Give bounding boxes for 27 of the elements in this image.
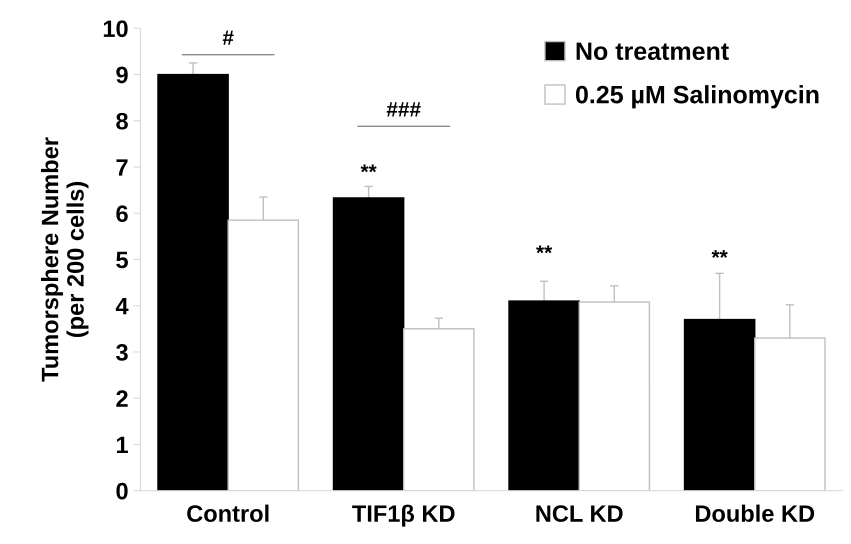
annotation: ** xyxy=(360,164,377,172)
y-tick-label: 2 xyxy=(116,390,128,407)
y-tick-label: 3 xyxy=(116,344,128,361)
y-tick-label: 7 xyxy=(116,159,128,176)
bar xyxy=(508,300,580,491)
annotation: ** xyxy=(536,245,552,254)
bar xyxy=(332,197,404,491)
y-axis-title: Tumorsphere Number (per 200 cells) xyxy=(41,137,88,382)
y-tick-label: 6 xyxy=(116,205,128,222)
y-tick-label: 4 xyxy=(116,298,128,314)
bar xyxy=(684,318,756,491)
legend-label: No treatment xyxy=(576,42,729,60)
annotation: ** xyxy=(712,250,728,258)
x-tick-label: Control xyxy=(187,504,268,522)
y-tick-label: 9 xyxy=(116,66,128,84)
y-tick-label: 8 xyxy=(116,112,128,130)
y-tick-label: 5 xyxy=(116,252,128,268)
annotation: ### xyxy=(386,102,421,116)
x-tick-label: TIF1β KD xyxy=(352,504,455,527)
legend-label: 0.25 µM Salinomycin xyxy=(576,85,818,108)
x-tick-label: Double KD xyxy=(696,504,814,522)
y-tick-label: 10 xyxy=(104,20,128,38)
bar xyxy=(157,74,229,491)
annotation: # xyxy=(222,30,234,45)
x-tick-label: NCL KD xyxy=(536,505,623,522)
y-tick-label: 0 xyxy=(116,482,128,500)
y-tick-label: 1 xyxy=(116,436,128,454)
